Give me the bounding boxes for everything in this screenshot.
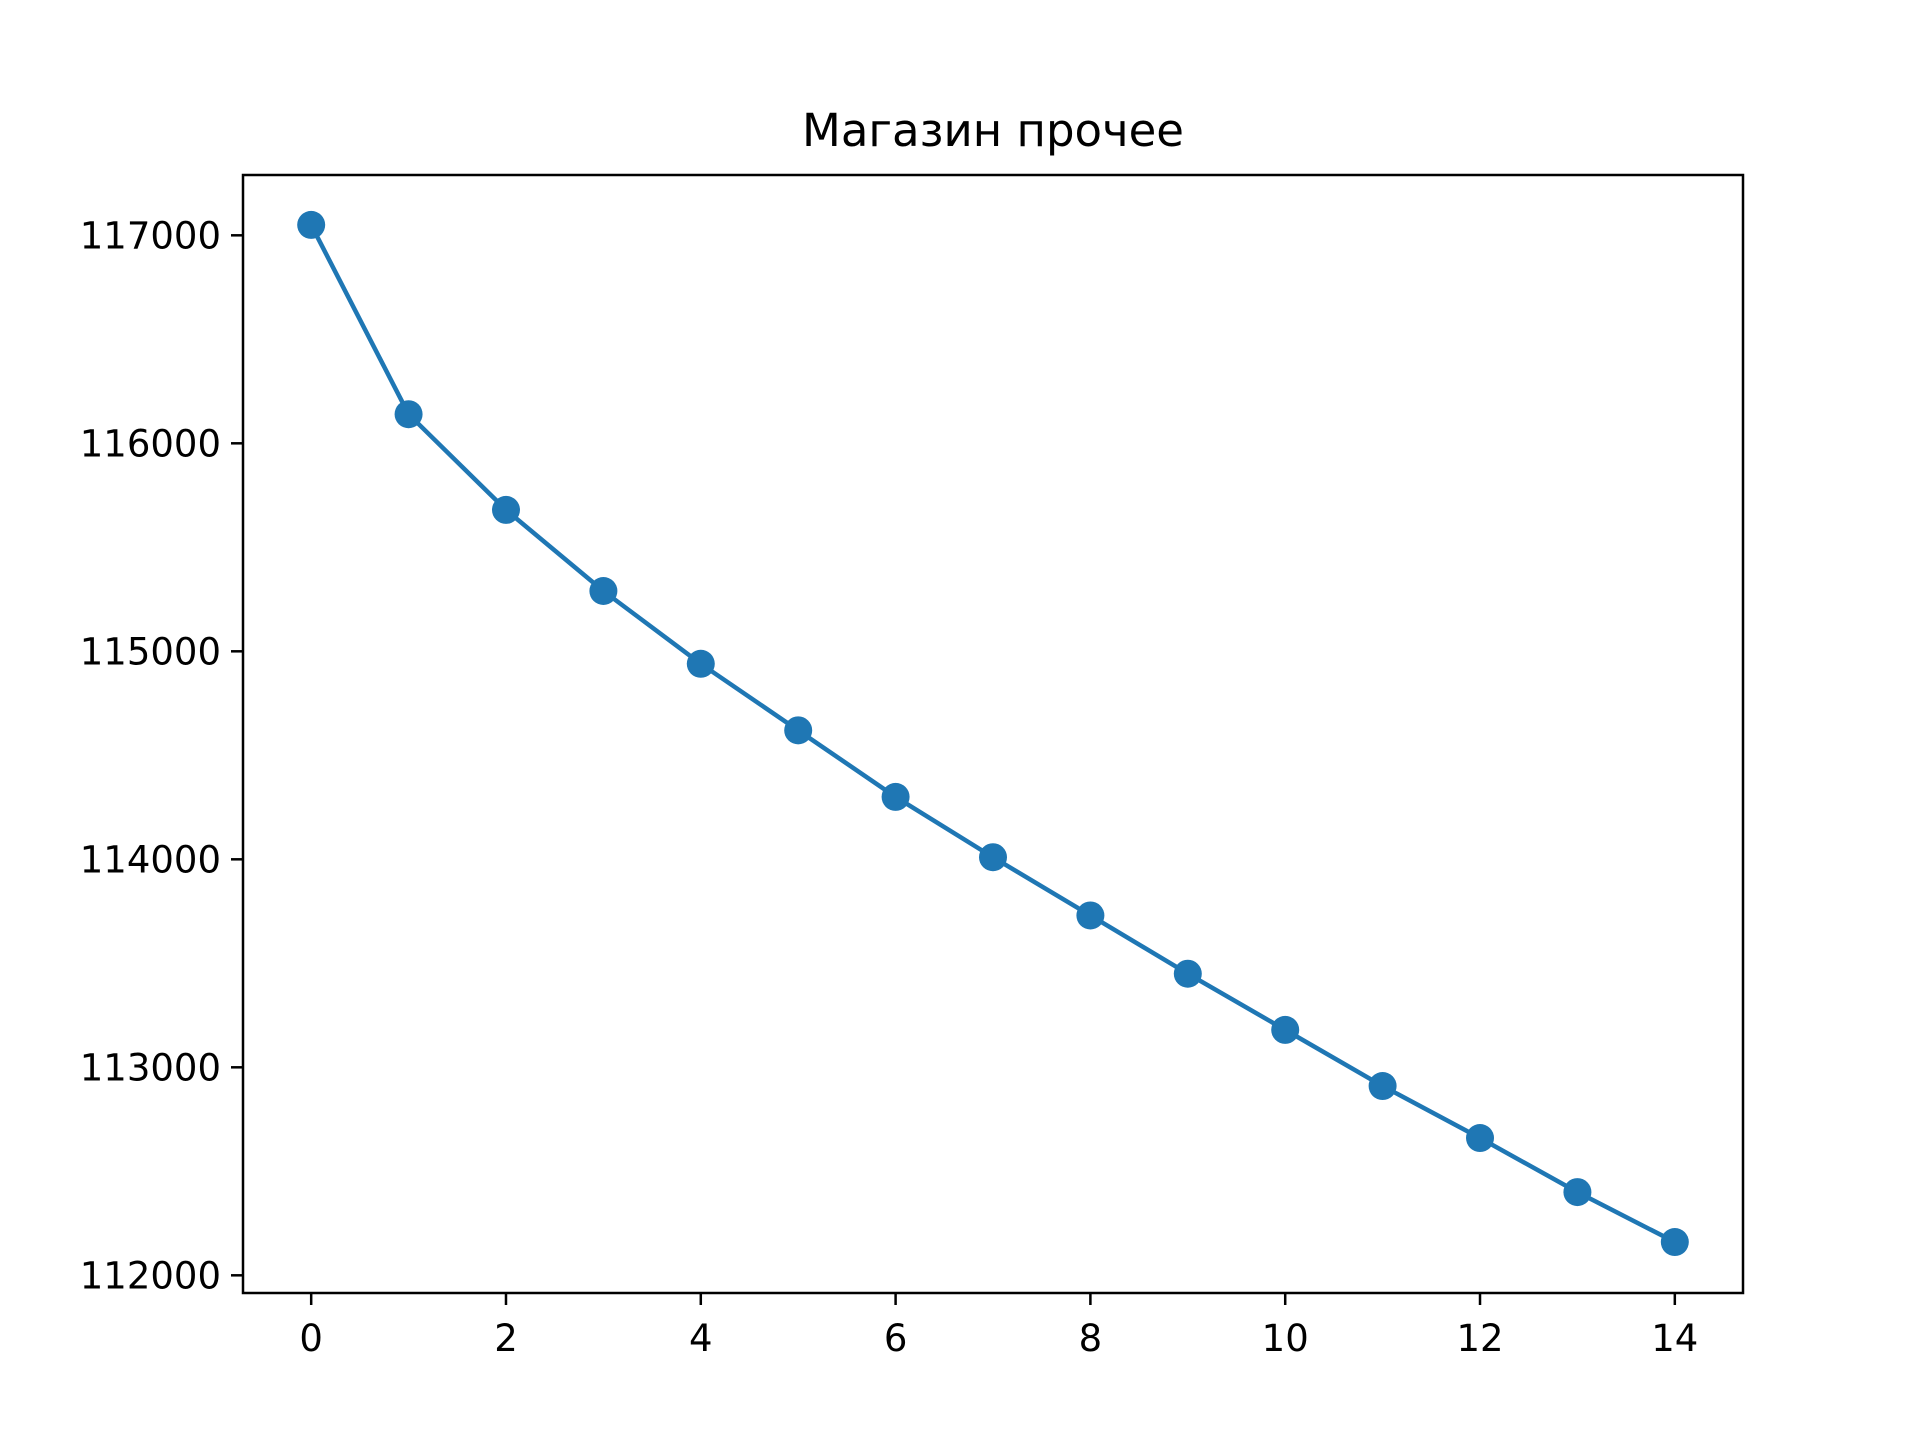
y-tick-label: 112000 (80, 1254, 221, 1297)
data-point (1466, 1124, 1495, 1153)
plot-frame (241, 173, 1745, 1295)
data-point (686, 649, 715, 678)
data-point (1368, 1072, 1397, 1101)
data-point (1563, 1178, 1592, 1207)
y-tick-label: 116000 (80, 422, 221, 465)
x-tick-label: 12 (1456, 1317, 1503, 1360)
y-tick-label: 114000 (80, 838, 221, 881)
y-tick-label: 117000 (80, 214, 221, 257)
data-point (1660, 1228, 1689, 1257)
chart-title: Магазин прочее (802, 104, 1184, 157)
data-point (491, 495, 520, 524)
data-point (297, 210, 326, 239)
data-point (1076, 901, 1105, 930)
x-axis: 0 2 4 6 8 10 12 14 (299, 1293, 1698, 1360)
x-tick-label: 0 (299, 1317, 323, 1360)
data-point (881, 782, 910, 811)
x-tick-label: 14 (1651, 1317, 1698, 1360)
y-tick-label: 115000 (80, 630, 221, 673)
data-point (979, 843, 1007, 872)
data-point (394, 400, 423, 429)
data-point (784, 716, 813, 745)
x-tick-label: 10 (1262, 1317, 1309, 1360)
x-tick-label: 8 (1079, 1317, 1103, 1360)
data-point (1271, 1015, 1300, 1044)
data-point (1173, 959, 1202, 988)
plot-area (297, 210, 1689, 1257)
x-tick-label: 6 (884, 1317, 908, 1360)
x-tick-label: 2 (494, 1317, 518, 1360)
y-tick-label: 113000 (80, 1046, 221, 1089)
data-point (589, 577, 618, 605)
x-tick-label: 4 (689, 1317, 713, 1360)
y-axis: 112000 113000 114000 115000 116000 117000 (80, 214, 243, 1297)
